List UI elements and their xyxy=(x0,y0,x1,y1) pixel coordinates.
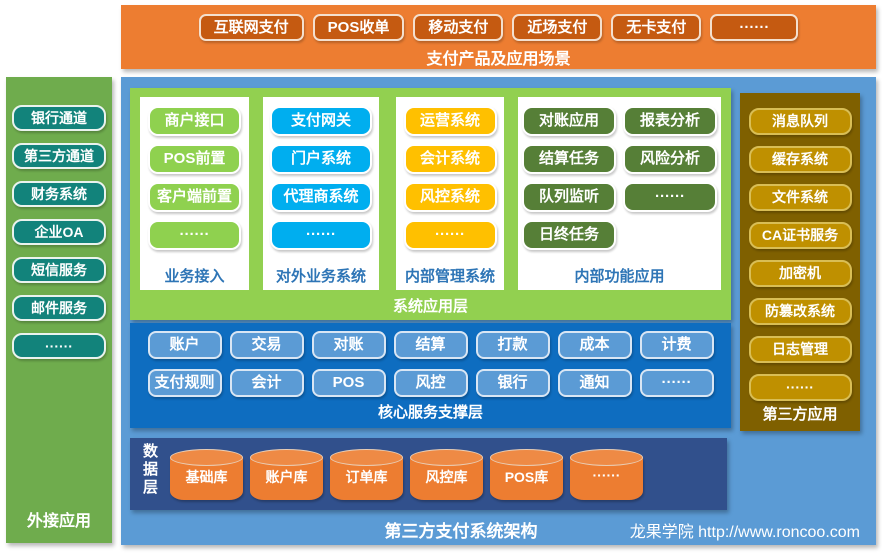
group-label: 业务接入 xyxy=(164,268,225,285)
sidebar-item-thirdparty-channel: 第三方通道 xyxy=(12,143,106,169)
node-client-front: 客户端前置 xyxy=(148,182,241,212)
group-business-access: 商户接口 POS前置 客户端前置 ······ 业务接入 xyxy=(140,97,249,290)
group-label: 内部功能应用 xyxy=(574,268,665,285)
db-cylinder-more: ······ xyxy=(570,449,643,500)
banner-item: POS收单 xyxy=(312,14,405,41)
node-merchant-interface: 商户接口 xyxy=(148,106,241,136)
core-node-payout: 打款 xyxy=(475,331,550,359)
third-party-panel: 消息队列 缓存系统 文件系统 CA证书服务 加密机 防篡改系统 日志管理 ···… xyxy=(740,93,860,431)
tp-node-more: ······ xyxy=(748,374,852,401)
node-settlement-task: 结算任务 xyxy=(522,144,616,174)
database-row: 基础库 账户库 订单库 风控库 POS库 ······ xyxy=(170,449,643,500)
core-node-risk: 风控 xyxy=(393,369,468,397)
banner-item: 互联网支付 xyxy=(198,14,304,41)
brand-caption: 龙果学院 http://www.roncoo.com xyxy=(629,524,860,541)
banner-label: 支付产品及应用场景 xyxy=(426,51,571,68)
tp-node-encryptor: 加密机 xyxy=(748,260,852,287)
data-layer-panel: 数据层 基础库 账户库 订单库 风控库 POS库 ······ xyxy=(130,438,727,510)
sidebar-item-bank-channel: 银行通道 xyxy=(12,105,106,131)
node-more: ······ xyxy=(403,220,497,250)
core-service-layer-panel: 账户 交易 对账 结算 打款 成本 计费 支付规则 会计 POS 风控 银行 通… xyxy=(130,323,731,428)
sidebar-label: 外接应用 xyxy=(26,513,91,530)
tp-node-cache-system: 缓存系统 xyxy=(748,146,852,173)
core-node-notification: 通知 xyxy=(557,369,632,397)
core-row-2: 支付规则 会计 POS 风控 银行 通知 ······ xyxy=(130,369,731,397)
node-operation-system: 运营系统 xyxy=(403,106,497,136)
group-internal-management: 运营系统 会计系统 风控系统 ······ 内部管理系统 xyxy=(396,97,504,290)
core-node-billing: 计费 xyxy=(639,331,714,359)
node-eod-task: 日终任务 xyxy=(522,220,616,250)
group-label: 内部管理系统 xyxy=(404,268,495,285)
node-accounting-system: 会计系统 xyxy=(403,144,497,174)
group-external-business: 支付网关 门户系统 代理商系统 ······ 对外业务系统 xyxy=(263,97,379,290)
tp-node-message-queue: 消息队列 xyxy=(748,108,852,135)
external-apps-sidebar: 银行通道 第三方通道 财务系统 企业OA 短信服务 邮件服务 ······ 外接… xyxy=(6,77,112,543)
sidebar-item-more: ······ xyxy=(12,333,106,359)
db-cylinder-base: 基础库 xyxy=(170,449,243,500)
core-node-more: ······ xyxy=(639,369,714,397)
node-more: ······ xyxy=(148,220,241,250)
db-cylinder-pos: POS库 xyxy=(490,449,563,500)
core-row-1: 账户 交易 对账 结算 打款 成本 计费 xyxy=(130,331,731,359)
node-more: ······ xyxy=(623,182,717,212)
node-pos-front: POS前置 xyxy=(148,144,241,174)
tp-node-tamperproof-system: 防篡改系统 xyxy=(748,298,852,325)
core-node-pos: POS xyxy=(311,369,386,397)
banner-item: 近场支付 xyxy=(512,14,603,41)
application-layer-label: 系统应用层 xyxy=(392,298,468,315)
application-layer-panel: 商户接口 POS前置 客户端前置 ······ 业务接入 支付网关 门户系统 代… xyxy=(130,88,731,320)
core-node-cost: 成本 xyxy=(557,331,632,359)
db-cylinder-order: 订单库 xyxy=(330,449,403,500)
data-layer-label: 数据层 xyxy=(141,443,158,497)
group-internal-functions: 对账应用 报表分析 结算任务 风险分析 队列监听 ······ 日终任务 内部功… xyxy=(518,97,721,290)
main-architecture-area: 商户接口 POS前置 客户端前置 ······ 业务接入 支付网关 门户系统 代… xyxy=(121,77,876,545)
sidebar-item-sms-service: 短信服务 xyxy=(12,257,106,283)
group-label: 对外业务系统 xyxy=(275,268,366,285)
function-grid: 对账应用 报表分析 结算任务 风险分析 队列监听 ······ 日终任务 xyxy=(518,106,721,250)
banner-item: 移动支付 xyxy=(413,14,504,41)
node-portal-system: 门户系统 xyxy=(270,144,372,174)
core-layer-label: 核心服务支撑层 xyxy=(377,404,483,421)
core-node-accounting: 会计 xyxy=(229,369,304,397)
banner-items-row: 互联网支付 POS收单 移动支付 近场支付 无卡支付 ······ xyxy=(121,5,876,41)
diagram-title: 第三方支付系统架构 xyxy=(384,522,538,541)
core-node-bank: 银行 xyxy=(475,369,550,397)
node-risk-analysis: 风险分析 xyxy=(623,144,717,174)
core-node-trade: 交易 xyxy=(229,331,304,359)
banner-item-more: ······ xyxy=(710,14,799,41)
core-node-account: 账户 xyxy=(147,331,222,359)
node-reconciliation-app: 对账应用 xyxy=(522,106,616,136)
tp-node-ca-cert-service: CA证书服务 xyxy=(748,222,852,249)
tp-node-log-management: 日志管理 xyxy=(748,336,852,363)
payment-products-banner: 互联网支付 POS收单 移动支付 近场支付 无卡支付 ······ 支付产品及应… xyxy=(121,5,876,69)
third-party-label: 第三方应用 xyxy=(762,406,838,423)
db-cylinder-account: 账户库 xyxy=(250,449,323,500)
sidebar-item-finance-system: 财务系统 xyxy=(12,181,106,207)
sidebar-item-mail-service: 邮件服务 xyxy=(12,295,106,321)
db-cylinder-risk: 风控库 xyxy=(410,449,483,500)
node-agent-system: 代理商系统 xyxy=(270,182,372,212)
tp-node-file-system: 文件系统 xyxy=(748,184,852,211)
banner-item: 无卡支付 xyxy=(611,14,702,41)
core-node-settlement: 结算 xyxy=(393,331,468,359)
sidebar-item-enterprise-oa: 企业OA xyxy=(12,219,106,245)
node-payment-gateway: 支付网关 xyxy=(270,106,372,136)
core-node-reconciliation: 对账 xyxy=(311,331,386,359)
node-more: ······ xyxy=(270,220,372,250)
node-queue-listener: 队列监听 xyxy=(522,182,616,212)
node-report-analysis: 报表分析 xyxy=(623,106,717,136)
core-node-payment-rules: 支付规则 xyxy=(147,369,222,397)
node-risk-system: 风控系统 xyxy=(403,182,497,212)
